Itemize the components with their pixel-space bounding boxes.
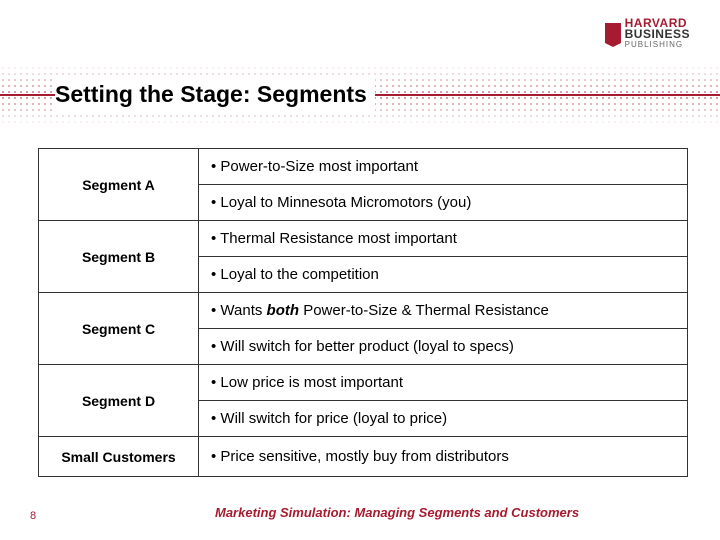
segment-bullet: • Will switch for better product (loyal … bbox=[199, 329, 688, 365]
slide-title: Setting the Stage: Segments bbox=[55, 78, 375, 111]
segment-label: Segment B bbox=[39, 221, 199, 293]
segment-label: Small Customers bbox=[39, 437, 199, 477]
segment-bullet: • Loyal to Minnesota Micromotors (you) bbox=[199, 185, 688, 221]
segment-label: Segment C bbox=[39, 293, 199, 365]
shield-icon bbox=[605, 23, 621, 43]
footer-caption: Marketing Simulation: Managing Segments … bbox=[215, 505, 579, 520]
logo-text: HARVARD BUSINESS PUBLISHING bbox=[625, 18, 690, 48]
brand-logo: HARVARD BUSINESS PUBLISHING bbox=[605, 18, 690, 48]
segment-bullet: • Thermal Resistance most important bbox=[199, 221, 688, 257]
segments-table: Segment A• Power-to-Size most important•… bbox=[38, 148, 688, 477]
segment-bullet: • Loyal to the competition bbox=[199, 257, 688, 293]
logo-line-3: PUBLISHING bbox=[625, 41, 690, 49]
page-number: 8 bbox=[30, 510, 36, 522]
segment-label: Segment D bbox=[39, 365, 199, 437]
segment-bullet: • Power-to-Size most important bbox=[199, 149, 688, 185]
segment-bullet: • Price sensitive, mostly buy from distr… bbox=[199, 437, 688, 477]
segment-bullet: • Wants both Power-to-Size & Thermal Res… bbox=[199, 293, 688, 329]
segment-label: Segment A bbox=[39, 149, 199, 221]
segment-bullet: • Low price is most important bbox=[199, 365, 688, 401]
segment-bullet: • Will switch for price (loyal to price) bbox=[199, 401, 688, 437]
